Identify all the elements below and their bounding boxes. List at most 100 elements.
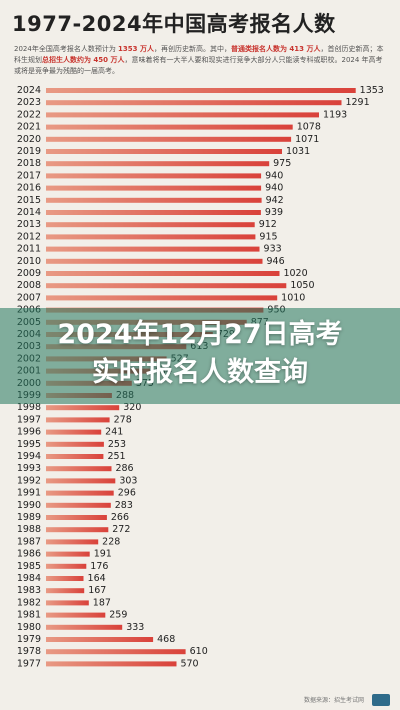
bar-value-label: 946 xyxy=(267,256,285,267)
year-tick-label: 2017 xyxy=(17,170,41,181)
bar-1993 xyxy=(46,466,112,472)
year-tick-label: 1979 xyxy=(17,634,41,645)
year-tick-label: 1992 xyxy=(17,475,41,486)
bar-value-label: 1071 xyxy=(295,134,319,145)
year-tick-label: 1995 xyxy=(17,439,41,450)
bar-value-label: 1078 xyxy=(297,122,321,133)
year-tick-label: 2008 xyxy=(17,280,41,291)
banner-text: 2024年12月27日高考 实时报名人数查询 xyxy=(0,316,400,392)
bar-value-label: 241 xyxy=(105,427,123,438)
year-tick-label: 1983 xyxy=(17,585,41,596)
year-tick-label: 1980 xyxy=(17,622,41,633)
bar-value-label: 320 xyxy=(123,402,141,413)
bar-1984 xyxy=(46,576,84,581)
year-tick-label: 1985 xyxy=(17,561,41,572)
year-tick-label: 1988 xyxy=(17,524,41,535)
year-tick-label: 1981 xyxy=(17,610,41,621)
bar-value-label: 176 xyxy=(90,561,108,572)
bar-2013 xyxy=(46,222,255,228)
year-tick-label: 1990 xyxy=(17,500,41,511)
bar-value-label: 610 xyxy=(190,646,208,657)
year-tick-label: 2009 xyxy=(17,268,41,279)
bar-2007 xyxy=(46,295,278,301)
bar-1986 xyxy=(46,551,90,557)
bar-1994 xyxy=(46,454,104,459)
data-source: 数据来源：招生考试网 xyxy=(303,697,364,704)
year-tick-label: 2022 xyxy=(17,109,41,120)
bar-value-label: 939 xyxy=(265,207,283,218)
year-tick-label: 1987 xyxy=(17,536,41,547)
year-tick-label: 1991 xyxy=(17,488,41,499)
bar-1992 xyxy=(46,478,116,484)
banner-line-2: 实时报名人数查询 xyxy=(92,357,308,388)
bar-value-label: 272 xyxy=(112,524,130,535)
bar-value-label: 167 xyxy=(88,585,106,596)
year-tick-label: 1986 xyxy=(17,549,41,560)
bar-2010 xyxy=(46,258,263,264)
bar-2012 xyxy=(46,234,256,240)
bar-1985 xyxy=(46,563,87,569)
bar-2020 xyxy=(46,136,292,142)
bar-value-label: 940 xyxy=(265,170,283,181)
bar-value-label: 228 xyxy=(102,536,120,547)
bar-1997 xyxy=(46,417,110,423)
bar-value-label: 468 xyxy=(157,634,175,645)
year-tick-label: 1996 xyxy=(17,427,41,438)
bar-value-label: 975 xyxy=(273,158,291,169)
year-tick-label: 2012 xyxy=(17,231,41,242)
bar-1980 xyxy=(46,624,123,630)
year-tick-label: 2021 xyxy=(17,122,41,133)
year-tick-label: 2016 xyxy=(17,183,41,194)
year-tick-label: 1984 xyxy=(17,573,41,584)
year-tick-label: 2015 xyxy=(17,195,41,206)
bar-value-label: 278 xyxy=(114,414,132,425)
bar-value-label: 266 xyxy=(111,512,129,523)
bar-2021 xyxy=(46,124,293,130)
bar-value-label: 251 xyxy=(107,451,125,462)
bar-2023 xyxy=(46,100,342,106)
desc-highlight-2: 普通类报名人数为 413 万人 xyxy=(230,45,321,53)
desc-text-3: ，首创历史新高；本科生规划 xyxy=(14,45,384,64)
desc-highlight-1: 1353 万人 xyxy=(118,45,154,53)
bar-value-label: 253 xyxy=(108,439,126,450)
year-tick-label: 1993 xyxy=(17,463,41,474)
year-tick-label: 1982 xyxy=(17,597,41,608)
bar-2014 xyxy=(46,210,261,215)
year-tick-label: 2013 xyxy=(17,219,41,230)
watermark-logo xyxy=(372,694,390,706)
bar-1981 xyxy=(46,612,106,618)
bar-2009 xyxy=(46,271,280,276)
bar-1998 xyxy=(46,405,120,411)
year-tick-label: 1977 xyxy=(17,658,41,669)
bar-1978 xyxy=(46,649,186,655)
bar-2017 xyxy=(46,173,262,179)
bar-value-label: 283 xyxy=(115,500,133,511)
bar-value-label: 1031 xyxy=(286,146,310,157)
bar-value-label: 1193 xyxy=(323,109,347,120)
bar-value-label: 915 xyxy=(259,231,277,242)
bar-2019 xyxy=(46,149,282,154)
bar-1996 xyxy=(46,429,102,435)
bar-value-label: 570 xyxy=(180,658,198,669)
chart-description: 2024年全国高考报名人数预计为 1353 万人，再创历史新高。其中，普通类报名… xyxy=(14,44,386,77)
banner-line-1: 2024年12月27日高考 xyxy=(57,319,343,350)
year-tick-label: 1994 xyxy=(17,451,41,462)
bar-1995 xyxy=(46,441,104,447)
bar-2008 xyxy=(46,283,287,289)
year-tick-label: 2014 xyxy=(17,207,41,218)
bar-value-label: 187 xyxy=(93,597,111,608)
bar-value-label: 259 xyxy=(109,610,127,621)
bar-value-label: 940 xyxy=(265,183,283,194)
year-tick-label: 2007 xyxy=(17,292,41,303)
bar-value-label: 1020 xyxy=(283,268,307,279)
bar-2015 xyxy=(46,197,262,203)
bar-value-label: 164 xyxy=(88,573,106,584)
bar-1987 xyxy=(46,539,99,545)
bar-2011 xyxy=(46,246,260,252)
bar-value-label: 286 xyxy=(115,463,133,474)
bar-2018 xyxy=(46,161,270,167)
year-tick-label: 1989 xyxy=(17,512,41,523)
bar-value-label: 1050 xyxy=(290,280,314,291)
bar-1988 xyxy=(46,527,109,533)
year-tick-label: 1997 xyxy=(17,414,41,425)
